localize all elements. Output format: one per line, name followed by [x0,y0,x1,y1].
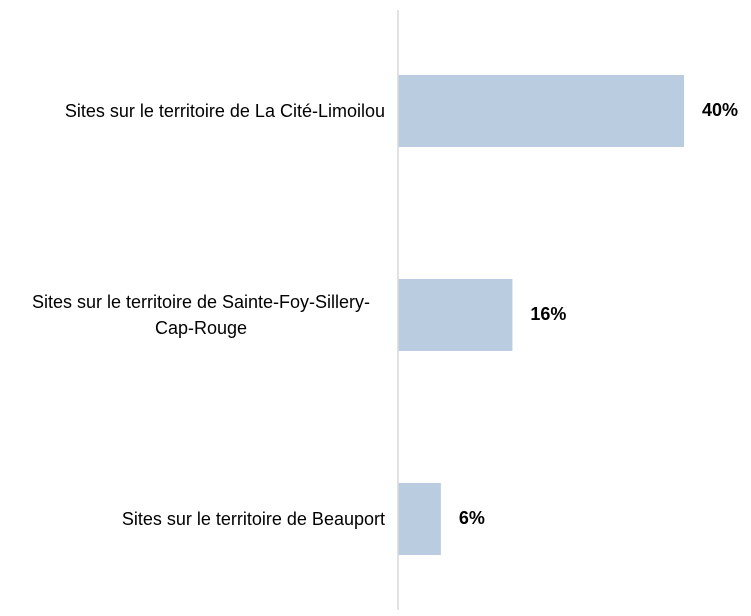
category-label-box: Sites sur le territoire de La Cité-Limoi… [0,71,385,151]
bar [398,483,441,555]
category-label: Sites sur le territoire de Beauport [121,509,385,529]
value-label: 16% [530,304,566,324]
category-label: Sites sur le territoire de Sainte-Foy-Si… [31,292,371,338]
category-label-box: Sites sur le territoire de Sainte-Foy-Si… [0,275,385,355]
category-label-box: Sites sur le territoire de Beauport [0,479,385,559]
bar [398,75,684,147]
category-label: Sites sur le territoire de La Cité-Limoi… [64,101,385,121]
bar [398,279,513,351]
value-label: 6% [459,508,485,528]
value-label: 40% [702,100,738,120]
